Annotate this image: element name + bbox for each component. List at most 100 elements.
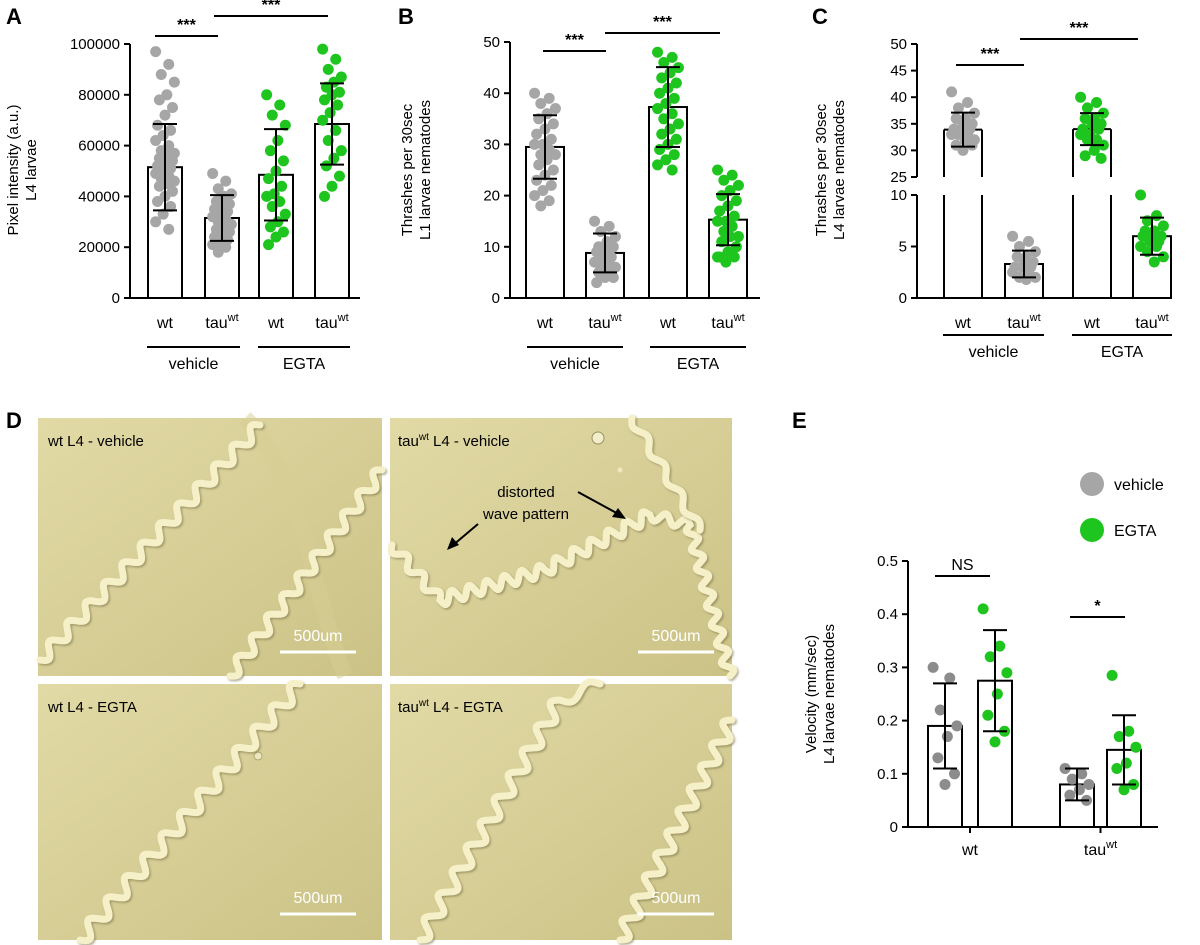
data-point (652, 159, 664, 171)
y-tick-label: 60000 (78, 138, 120, 155)
data-point (317, 114, 329, 126)
data-point (726, 220, 738, 232)
data-point (716, 190, 728, 202)
y-tick-label: 45 (890, 63, 907, 80)
y-tick-label: 10 (890, 187, 907, 204)
data-point (1093, 123, 1105, 135)
legend-marker-vehicle (1080, 472, 1104, 496)
data-point (670, 133, 682, 145)
y-tick-label: 0 (899, 290, 907, 307)
x-tick-label: tauwt (1084, 839, 1117, 859)
data-point (263, 239, 275, 251)
data-point (668, 92, 680, 104)
data-point (1095, 152, 1107, 164)
data-point (168, 76, 180, 88)
data-point (944, 672, 956, 684)
data-point (547, 164, 559, 176)
data-point (1135, 189, 1147, 201)
data-point (1073, 784, 1085, 796)
data-point (529, 190, 541, 202)
y-tick-label: 20 (483, 188, 500, 205)
y-axis-label: Velocity (mm/sec) (803, 635, 820, 753)
y-tick-label: 35 (890, 116, 907, 133)
worm-shape (387, 508, 738, 680)
micrograph-label: tauwt L4 - vehicle (398, 432, 510, 450)
data-point (155, 68, 167, 80)
data-point (654, 87, 666, 99)
data-point (319, 94, 331, 106)
data-point (537, 184, 549, 196)
y-axis-label: Thrashes per 30sec (813, 103, 830, 236)
group-label: vehicle (169, 356, 219, 373)
data-point (927, 661, 939, 673)
data-point (531, 128, 543, 140)
y-axis-label: L1 larvae nematodes (417, 100, 434, 240)
y-tick-label: 0.3 (877, 659, 898, 676)
x-tick-label: tauwt (1135, 312, 1168, 332)
data-point (718, 174, 730, 186)
significance-label: *** (1070, 20, 1089, 37)
data-point (264, 221, 276, 233)
data-point (261, 89, 273, 101)
worm-shape (628, 414, 704, 534)
data-point (264, 145, 276, 157)
x-tick-label: wt (267, 315, 285, 332)
data-point (672, 118, 684, 130)
y-tick-label: 50 (483, 34, 500, 51)
data-point (330, 53, 342, 65)
annotation-text: distorted (497, 484, 555, 501)
panel-letter-b: B (398, 4, 414, 29)
legend-label-vehicle: vehicle (1114, 477, 1164, 494)
data-point (946, 86, 958, 98)
data-point (1029, 246, 1041, 258)
data-point (212, 246, 224, 258)
data-point (1066, 773, 1078, 785)
annotation-arrow (577, 491, 623, 517)
micrograph-label: tauwt L4 - EGTA (398, 698, 503, 716)
data-point (1118, 784, 1130, 796)
x-tick-label: wt (961, 842, 979, 859)
x-tick-label: tauwt (315, 312, 348, 332)
data-point (730, 241, 742, 253)
annotation-text: wave pattern (482, 506, 569, 523)
data-point (607, 241, 619, 253)
data-point (599, 272, 611, 284)
micrograph-label: wt L4 - vehicle (47, 433, 144, 450)
data-point (732, 231, 744, 243)
data-point (163, 58, 175, 70)
chart-e: 0 0.1 0.2 0.3 0.4 0.5 wt tauwt NS * Velocity (mm/s… (803, 553, 1158, 859)
data-point (1088, 144, 1100, 156)
data-point (977, 603, 989, 615)
data-point (153, 94, 165, 106)
data-point (547, 118, 559, 130)
data-point (1023, 235, 1035, 247)
data-point (1076, 768, 1088, 780)
data-point (1083, 778, 1095, 790)
data-point (263, 173, 275, 185)
data-point (1151, 241, 1163, 252)
y-tick-label: 80000 (78, 87, 120, 104)
data-point (319, 190, 331, 202)
data-point (989, 736, 1001, 748)
y-tick-label: 100000 (70, 36, 120, 53)
data-point (320, 81, 332, 93)
data-point (165, 201, 177, 213)
y-tick-label: 0 (890, 819, 898, 836)
y-tick-label: 0 (112, 290, 120, 307)
data-point (728, 251, 740, 263)
group-label: vehicle (969, 344, 1019, 361)
data-point (261, 190, 273, 202)
data-point (1079, 150, 1091, 162)
x-tick-label: wt (954, 315, 972, 332)
group-label: EGTA (283, 356, 326, 373)
x-tick-label: wt (156, 315, 174, 332)
data-point (1020, 273, 1032, 285)
data-point (654, 144, 666, 156)
y-axis-label: L4 larvae nematodes (831, 100, 848, 240)
group-label: EGTA (1101, 344, 1144, 361)
worm-shape (76, 679, 304, 945)
data-point (1064, 789, 1076, 801)
data-point (543, 92, 555, 104)
y-axis-label: L4 larvae (23, 139, 40, 201)
